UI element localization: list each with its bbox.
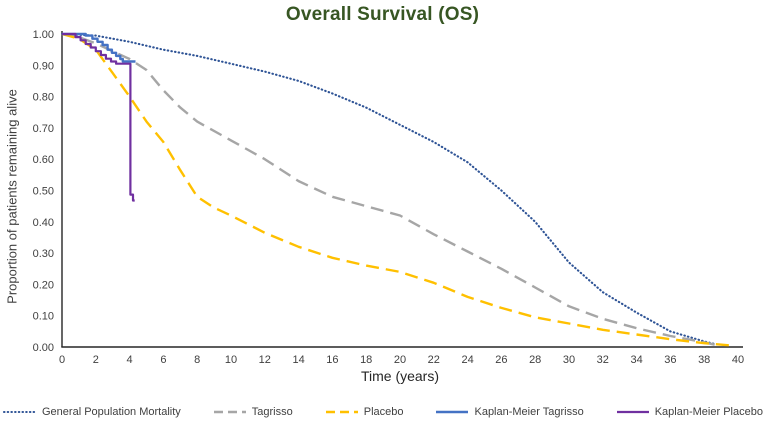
- x-tick-label: 24: [461, 354, 473, 366]
- y-tick-label: 0.10: [33, 311, 54, 323]
- y-tick-label: 0.50: [33, 186, 54, 198]
- x-tick-label: 6: [160, 354, 166, 366]
- x-tick-label: 2: [93, 354, 99, 366]
- legend-line-sample-tagrisso: [213, 410, 246, 414]
- legend-line-sample-kaplan-meier-tagrisso: [436, 410, 469, 414]
- x-tick-label: 34: [630, 354, 642, 366]
- x-tick-label: 22: [428, 354, 440, 366]
- x-tick-label: 20: [394, 354, 406, 366]
- y-tick-label: 0.30: [33, 248, 54, 260]
- legend-item-tagrisso: Tagrisso: [212, 406, 293, 418]
- y-tick-label: 0.60: [33, 154, 54, 166]
- y-tick-label: 0.20: [33, 279, 54, 291]
- legend-label: Kaplan-Meier Placebo: [654, 406, 763, 418]
- y-tick-label: 0.40: [33, 217, 54, 229]
- x-tick-label: 10: [225, 354, 237, 366]
- legend-item-placebo: Placebo: [324, 406, 404, 418]
- legend-label: Placebo: [363, 406, 404, 418]
- x-tick-label: 8: [194, 354, 200, 366]
- legend-line-sample-placebo: [325, 410, 358, 414]
- x-tick-label: 4: [127, 354, 133, 366]
- y-tick-label: 0.70: [33, 123, 54, 135]
- series-line-general-population-mortality: [60, 32, 716, 345]
- x-tick-label: 0: [59, 354, 65, 366]
- legend-item-general-population-mortality: General Population Mortality: [2, 406, 181, 418]
- x-tick-label: 16: [326, 354, 338, 366]
- series-line-kaplan-meier-tagrisso: [62, 32, 136, 63]
- x-tick-label: 12: [259, 354, 271, 366]
- x-tick-label: 14: [292, 354, 304, 366]
- x-tick-label: 36: [664, 354, 676, 366]
- x-tick-label: 26: [495, 354, 507, 366]
- y-tick-label: 0.00: [33, 342, 54, 354]
- legend-label: Tagrisso: [251, 406, 293, 418]
- series-line-placebo: [61, 32, 730, 347]
- x-tick-label: 40: [732, 354, 744, 366]
- x-tick-label: 32: [597, 354, 609, 366]
- x-axis-title: Time (years): [360, 368, 440, 384]
- x-tick-label: 18: [360, 354, 372, 366]
- series-line-tagrisso: [61, 32, 718, 347]
- x-tick-label: 38: [698, 354, 710, 366]
- y-tick-label: 0.90: [33, 60, 54, 72]
- chart-title: Overall Survival (OS): [285, 4, 480, 25]
- legend-line-sample-kaplan-meier-placebo: [616, 410, 649, 414]
- legend-item-kaplan-meier-placebo: Kaplan-Meier Placebo: [615, 406, 763, 418]
- y-tick-label: 1.00: [33, 29, 54, 41]
- legend-item-kaplan-meier-tagrisso: Kaplan-Meier Tagrisso: [434, 406, 584, 418]
- legend-label: Kaplan-Meier Tagrisso: [474, 406, 584, 418]
- chart-legend: General Population Mortality Tagrisso Plac…: [2, 401, 763, 423]
- x-tick-label: 30: [563, 354, 575, 366]
- legend-line-sample-general-population-mortality: [2, 410, 38, 414]
- x-tick-label: 28: [529, 354, 541, 366]
- legend-label: General Population Mortality: [42, 406, 181, 418]
- series-line-kaplan-meier-placebo: [62, 32, 135, 202]
- y-tick-label: 0.80: [33, 92, 54, 104]
